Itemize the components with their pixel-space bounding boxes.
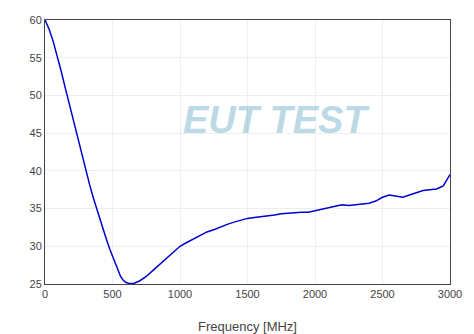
svg-text:Frequency [MHz]: Frequency [MHz] [198,319,297,334]
svg-text:2500: 2500 [370,288,394,300]
svg-text:EUT TEST: EUT TEST [183,99,369,141]
svg-text:1000: 1000 [168,288,192,300]
svg-text:1500: 1500 [235,288,259,300]
svg-text:25: 25 [30,278,42,290]
svg-text:30: 30 [30,240,42,252]
svg-text:35: 35 [30,202,42,214]
svg-text:55: 55 [30,52,42,64]
svg-text:60: 60 [30,14,42,26]
svg-text:2000: 2000 [303,288,327,300]
svg-text:45: 45 [30,127,42,139]
svg-text:0: 0 [42,288,48,300]
svg-text:500: 500 [103,288,121,300]
svg-text:3000: 3000 [438,288,462,300]
svg-text:50: 50 [30,89,42,101]
svg-text:40: 40 [30,165,42,177]
